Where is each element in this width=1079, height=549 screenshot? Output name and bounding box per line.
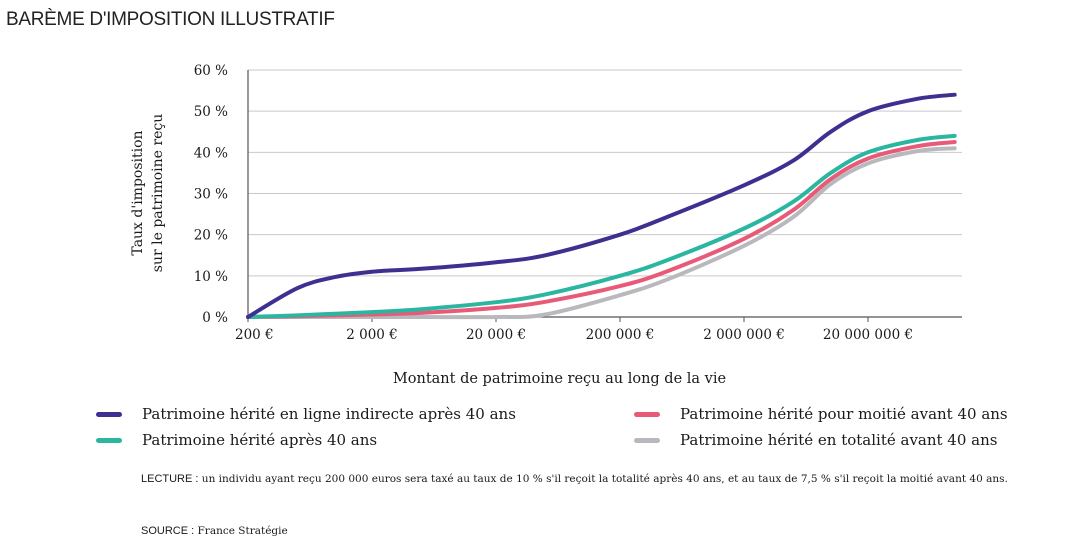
x-tick-label: 2 000 000 € <box>703 327 785 343</box>
legend-label: Patrimoine hérité après 40 ans <box>142 431 378 449</box>
legend-item-3: Patrimoine hérité pour moitié avant 40 a… <box>634 405 1008 423</box>
series-line-moitie <box>246 140 957 319</box>
series-line-indirecte <box>246 92 957 319</box>
legend-label: Patrimoine hérité en ligne indirecte apr… <box>142 405 516 423</box>
x-tick-label: 20 000 € <box>466 327 526 343</box>
legend-swatch-indirecte <box>96 411 122 417</box>
y-tick-label: 10 % <box>194 269 228 285</box>
chart-title: BARÈME D'IMPOSITION ILLUSTRATIF <box>6 9 335 30</box>
y-axis-label: sur le patrimoine reçu <box>150 114 166 272</box>
legend-item-1: Patrimoine hérité en ligne indirecte apr… <box>96 405 516 423</box>
lecture-tag: LECTURE : <box>141 473 199 485</box>
source-note: SOURCE : France Stratégie <box>141 525 1066 538</box>
y-tick-label: 0 % <box>202 310 228 326</box>
y-tick-label: 20 % <box>194 228 228 244</box>
source-tag: SOURCE : <box>141 525 195 537</box>
y-tick-label: 40 % <box>194 145 228 161</box>
x-axis-label: Montant de patrimoine reçu au long de la… <box>392 371 727 387</box>
x-tick-label: 200 € <box>235 327 274 343</box>
y-tick-label: 30 % <box>194 187 228 203</box>
series-line-apres-40 <box>246 133 957 319</box>
x-tick-label: 2 000 € <box>346 327 398 343</box>
legend-label: Patrimoine hérité pour moitié avant 40 a… <box>680 405 1008 423</box>
lecture-text: un individu ayant reçu 200 000 euros ser… <box>198 473 1008 485</box>
y-axis-label: Taux d'imposition <box>130 130 146 255</box>
x-tick-label: 20 000 000 € <box>823 327 913 343</box>
lecture-note: LECTURE : un individu ayant reçu 200 000… <box>141 473 1066 486</box>
legend-item-2: Patrimoine hérité après 40 ans <box>96 431 377 449</box>
legend-item-4: Patrimoine hérité en totalité avant 40 a… <box>634 431 997 449</box>
legend-swatch-totalite <box>634 437 660 443</box>
y-tick-label: 50 % <box>194 104 228 120</box>
legend-swatch-moitie <box>634 411 660 417</box>
legend-swatch-apres-40 <box>96 437 122 443</box>
y-tick-label: 60 % <box>194 63 228 79</box>
x-tick-label: 200 000 € <box>586 327 655 343</box>
source-text: France Stratégie <box>194 525 288 537</box>
legend-label: Patrimoine hérité en totalité avant 40 a… <box>680 431 998 449</box>
